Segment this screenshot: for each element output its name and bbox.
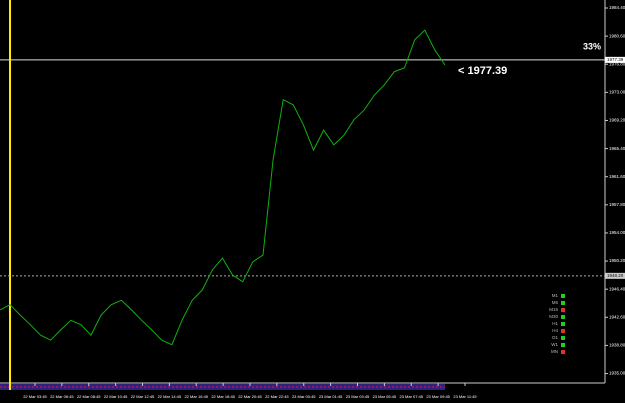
timeframe-label: H1: [552, 321, 558, 326]
x-tick-label: 22 Mar 14:45: [158, 394, 182, 399]
timeframe-label: M15: [549, 307, 558, 312]
y-tick-label: 1976.80: [609, 61, 625, 66]
timeframe-label: M30: [549, 314, 558, 319]
x-tick-label: 22 Mar 03:45: [23, 394, 47, 399]
timeframe-label: D1: [552, 335, 558, 340]
y-tick-label: 1950.20: [609, 258, 625, 263]
x-tick-label: 23 Mar 03:45: [346, 394, 370, 399]
y-tick-label: 1954.00: [609, 230, 625, 235]
x-tick-label: 22 Mar 18:45: [211, 394, 235, 399]
x-tick-label: 23 Mar 00:45: [292, 394, 316, 399]
timeframe-status: [561, 350, 565, 354]
x-tick-label: 23 Mar 11:45: [453, 394, 477, 399]
y-tick-label: 1984.40: [609, 5, 625, 10]
timeframe-status: [561, 301, 565, 305]
timeframe-status: [561, 329, 565, 333]
bid-box: [605, 56, 625, 63]
timeframe-status: [561, 322, 565, 326]
timeframe-label: MN: [551, 349, 558, 354]
x-tick-label: 23 Mar 01:45: [319, 394, 343, 399]
x-tick-label: 22 Mar 08:45: [77, 394, 101, 399]
indicator-strip: [0, 384, 445, 390]
timeframe-status: [561, 336, 565, 340]
timeframe-label: M5: [552, 300, 559, 305]
percent-label: 33%: [583, 41, 601, 51]
x-tick-label: 22 Mar 22:45: [265, 394, 289, 399]
y-tick-label: 1961.60: [609, 174, 625, 179]
x-tick-label: 23 Mar 09:45: [426, 394, 450, 399]
x-tick-label: 22 Mar 06:45: [50, 394, 74, 399]
timeframe-status: [561, 315, 565, 319]
timeframe-label: H4: [552, 328, 558, 333]
y-tick-label: 1973.00: [609, 90, 625, 95]
y-tick-label: 1942.60: [609, 314, 625, 319]
y-tick-label: 1969.20: [609, 118, 625, 123]
bid-label: 1977.39: [607, 57, 624, 62]
price-line: [0, 29, 446, 346]
x-tick-label: 23 Mar 07:45: [399, 394, 423, 399]
x-tick-label: 22 Mar 10:45: [104, 394, 128, 399]
y-tick-label: 1946.40: [609, 286, 625, 291]
y-tick-label: 1935.00: [609, 371, 625, 376]
y-tick-label: 1957.80: [609, 202, 625, 207]
y-tick-label: 1980.60: [609, 33, 625, 38]
y-tick-label: 1938.80: [609, 343, 625, 348]
x-tick-label: 23 Mar 05:45: [373, 394, 397, 399]
timeframe-status: [561, 294, 565, 298]
timeframe-label: M1: [552, 293, 559, 298]
x-tick-label: 22 Mar 12:45: [131, 394, 155, 399]
timeframe-status: [561, 343, 565, 347]
x-tick-label: 22 Mar 16:45: [184, 394, 208, 399]
timeframe-status: [561, 308, 565, 312]
y-tick-label: 1965.40: [609, 146, 625, 151]
level-label: 1948.20: [607, 273, 624, 278]
x-tick-label: 22 Mar 20:45: [238, 394, 262, 399]
level-box: [605, 272, 625, 279]
timeframe-label: W1: [551, 342, 558, 347]
price-annotation: < 1977.39: [458, 65, 507, 77]
